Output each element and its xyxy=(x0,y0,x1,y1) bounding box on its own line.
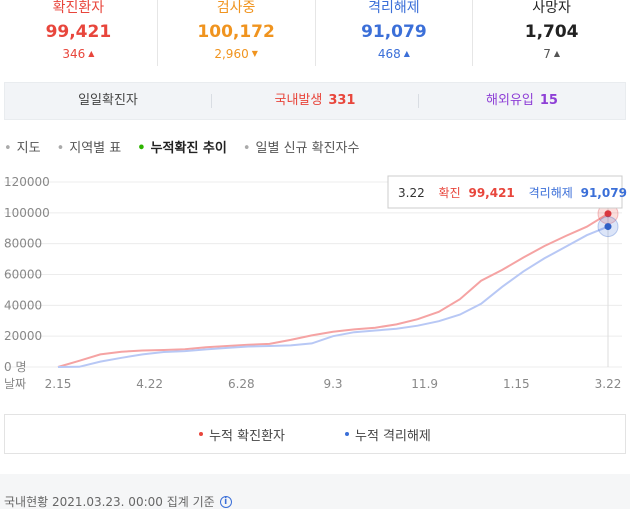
tooltip-released-label: 격리해제 xyxy=(529,186,573,200)
x-tick-label: 3.22 xyxy=(595,377,622,391)
caret-down-icon: ▼ xyxy=(251,49,258,58)
x-axis: 날짜 2.15 4.22 6.28 9.3 11.9 1.15 3.22 xyxy=(4,377,621,391)
tooltip-date: 3.22 xyxy=(398,186,425,200)
legend-label: 누적 격리해제 xyxy=(355,428,431,444)
footer-background xyxy=(0,474,630,509)
chart-tabs: • 지도 • 지역별 표 • 누적확진 추이 • 일별 신규 확진자수 xyxy=(4,137,375,156)
stat-value: 91,079 xyxy=(361,22,427,42)
confirmed-line xyxy=(57,212,609,368)
stat-delta: 468 ▲ xyxy=(316,47,473,61)
tab-label: 지역별 표 xyxy=(69,141,122,156)
y-axis: 0 명 20000 40000 60000 80000 100000 120000 xyxy=(4,175,50,374)
daily-label: 일일확진자 xyxy=(5,94,212,108)
stat-label: 사망자 xyxy=(532,0,571,16)
tab-label: 지도 xyxy=(16,141,41,156)
tab-label: 일별 신규 확진자수 xyxy=(255,141,360,156)
y-tick-label: 100000 xyxy=(4,206,50,220)
caret-up-icon: ▲ xyxy=(403,49,410,58)
x-axis-label: 날짜 xyxy=(4,377,26,391)
x-tick-label: 6.28 xyxy=(228,377,255,391)
daily-overseas-label: 해외유입 xyxy=(486,93,534,108)
footer: 국내현황 2021.03.23. 00:00 집계 기준 i xyxy=(4,493,232,510)
tab-cumulative-trend[interactable]: • 누적확진 추이 xyxy=(137,137,227,156)
y-tick-label: 120000 xyxy=(4,175,50,189)
legend-dot-icon xyxy=(199,432,204,436)
tooltip-confirmed-value: 99,421 xyxy=(468,186,514,200)
x-tick-label: 4.22 xyxy=(136,377,163,391)
tooltip-confirmed-label: 확진 xyxy=(439,186,461,200)
summary-stats: 확진환자 99,421 346 ▲ 검사중 100,172 2,960 ▼ 격리해제… xyxy=(0,0,630,66)
tooltip-box xyxy=(387,175,623,209)
y-tick-label: 20000 xyxy=(4,329,42,343)
tab-region-table[interactable]: • 지역별 표 xyxy=(56,137,122,156)
daily-domestic-label: 국내발생 xyxy=(274,93,323,108)
daily-domestic: 국내발생 331 xyxy=(212,94,419,108)
y-tick-label: 60000 xyxy=(4,268,42,282)
caret-up-icon: ▲ xyxy=(88,49,95,58)
released-line xyxy=(57,225,609,368)
stat-label: 확진환자 xyxy=(52,0,105,16)
tab-label: 누적확진 추이 xyxy=(150,141,227,156)
chart-legend: 누적 확진환자 누적 격리해제 xyxy=(4,414,626,454)
x-tick-label: 11.9 xyxy=(411,377,438,391)
stat-delta-value: 346 xyxy=(62,47,86,61)
daily-domestic-value: 331 xyxy=(328,93,356,108)
stat-value: 100,172 xyxy=(197,22,275,42)
footer-text: 국내현황 2021.03.23. 00:00 집계 기준 xyxy=(4,495,215,509)
tooltip-released-value: 91,079 xyxy=(581,186,627,200)
caret-up-icon: ▲ xyxy=(553,49,561,58)
stat-deaths[interactable]: 사망자 1,704 7 ▲ xyxy=(473,0,630,66)
stat-label: 검사중 xyxy=(216,0,256,16)
series-lines xyxy=(57,212,609,368)
tooltip-text: 3.22 확진 99,421 격리해제 91,079 xyxy=(398,186,627,200)
bullet-icon: • xyxy=(4,141,12,156)
legend-released[interactable]: 누적 격리해제 xyxy=(345,425,431,444)
tab-daily-new[interactable]: • 일별 신규 확진자수 xyxy=(242,137,360,156)
chart-tooltip: 3.22 확진 99,421 격리해제 91,079 xyxy=(387,175,627,209)
y-tick-label: 40000 xyxy=(4,298,42,312)
stat-delta: 7 ▲ xyxy=(473,47,630,61)
stat-delta: 346 ▲ xyxy=(0,47,157,61)
bullet-icon: • xyxy=(242,141,251,156)
chart-grid xyxy=(4,181,622,368)
stat-released[interactable]: 격리해제 91,079 468 ▲ xyxy=(316,0,474,66)
x-tick-label: 2.15 xyxy=(45,377,72,391)
stat-confirmed[interactable]: 확진환자 99,421 346 ▲ xyxy=(0,0,158,66)
daily-overseas: 해외유입 15 xyxy=(419,94,625,108)
x-tick-label: 1.15 xyxy=(503,377,530,391)
bullet-icon: • xyxy=(137,141,146,156)
y-tick-label: 0 명 xyxy=(4,360,27,374)
stat-label: 격리해제 xyxy=(368,0,420,16)
series-markers xyxy=(597,203,619,238)
stat-delta: 2,960 ▼ xyxy=(158,47,315,61)
bullet-icon: • xyxy=(56,141,65,156)
released-marker[interactable] xyxy=(604,223,612,231)
cumulative-chart[interactable]: 0 명 20000 40000 60000 80000 100000 120000 날짜 2.… xyxy=(0,160,630,400)
stat-value: 1,704 xyxy=(524,22,579,42)
stat-value: 99,421 xyxy=(45,22,112,42)
y-tick-label: 80000 xyxy=(4,237,42,251)
stat-testing[interactable]: 검사중 100,172 2,960 ▼ xyxy=(158,0,316,66)
x-tick-label: 9.3 xyxy=(323,377,342,391)
daily-confirmed-bar: 일일확진자 국내발생 331 해외유입 15 xyxy=(4,82,626,120)
legend-label: 누적 확진환자 xyxy=(209,428,285,444)
confirmed-marker[interactable] xyxy=(604,210,612,218)
stat-delta-value: 468 xyxy=(377,47,401,61)
stat-delta-value: 2,960 xyxy=(214,47,249,61)
legend-confirmed[interactable]: 누적 확진환자 xyxy=(199,425,285,444)
tab-map[interactable]: • 지도 xyxy=(4,137,41,156)
stat-delta-value: 7 xyxy=(543,47,551,61)
legend-dot-icon xyxy=(345,432,349,436)
daily-overseas-value: 15 xyxy=(539,93,558,108)
info-icon[interactable]: i xyxy=(219,495,232,508)
